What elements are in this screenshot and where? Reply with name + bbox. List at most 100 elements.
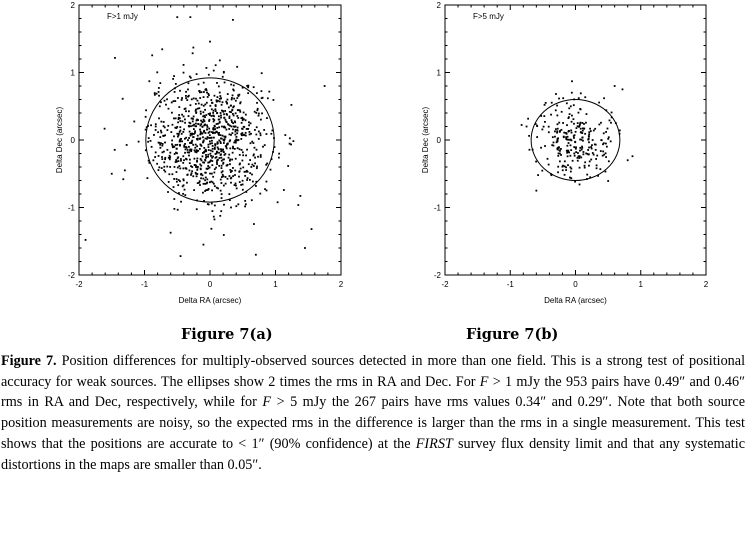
scatter-point: [167, 156, 170, 159]
scatter-point: [236, 147, 239, 150]
scatter-point: [173, 91, 176, 93]
scatter-point: [157, 87, 160, 89]
scatter-point: [557, 152, 560, 155]
scatter-point: [574, 141, 577, 144]
scatter-point: [195, 73, 198, 76]
scatter-point: [566, 135, 569, 138]
scatter-point: [164, 156, 167, 159]
scatter-point: [556, 123, 559, 126]
scatter-point: [263, 129, 266, 131]
scatter-point: [252, 142, 255, 144]
scatter-point: [544, 101, 547, 104]
scatter-point: [604, 170, 607, 173]
scatter-point: [234, 141, 237, 144]
scatter-point: [221, 173, 224, 176]
scatter-point: [219, 95, 222, 97]
scatter-point: [220, 103, 223, 106]
scatter-point: [153, 134, 155, 136]
scatter-point: [172, 77, 175, 80]
scatter-point: [187, 125, 190, 127]
scatter-point: [556, 127, 559, 130]
scatter-point: [190, 142, 193, 144]
scatter-point: [221, 170, 224, 173]
scatter-point: [168, 154, 171, 157]
scatter-point: [192, 118, 194, 120]
scatter-point: [195, 172, 198, 175]
scatter-point: [188, 154, 190, 157]
scatter-point: [215, 152, 218, 155]
scatter-point: [233, 120, 236, 123]
scatter-point: [163, 99, 166, 102]
scatter-point: [265, 133, 268, 135]
scatter-point: [167, 107, 170, 110]
scatter-point: [219, 154, 222, 156]
scatter-point: [224, 135, 227, 138]
scatter-point: [253, 223, 255, 225]
scatter-point: [166, 165, 169, 168]
scatter-point: [229, 104, 232, 107]
scatter-point: [246, 179, 249, 181]
scatter-point: [199, 124, 202, 127]
scatter-point: [229, 163, 231, 166]
scatter-point: [574, 147, 577, 150]
scatter-point: [567, 117, 570, 120]
scatter-point: [193, 133, 195, 135]
scatter-point: [596, 154, 599, 157]
scatter-point: [238, 148, 241, 151]
scatter-point: [242, 166, 245, 169]
scatter-point: [189, 132, 192, 135]
scatter-point: [218, 118, 221, 121]
scatter-point: [556, 146, 559, 149]
scatter-point: [248, 133, 251, 136]
scatter-point: [204, 190, 207, 192]
scatter-point: [582, 151, 585, 153]
scatter-point: [196, 157, 199, 160]
scatter-point: [220, 114, 222, 117]
scatter-point: [214, 108, 217, 111]
scatter-point: [190, 150, 193, 153]
scatter-point: [528, 134, 531, 137]
scatter-point: [179, 129, 182, 132]
scatter-point: [208, 118, 211, 121]
scatter-point: [232, 89, 235, 92]
scatter-point: [587, 138, 590, 141]
scatter-point: [205, 155, 208, 158]
scatter-point: [255, 185, 257, 187]
scatter-point: [220, 97, 222, 99]
scatter-point: [194, 171, 197, 174]
scatter-point: [288, 142, 291, 145]
scatter-point: [259, 154, 262, 156]
scatter-point: [196, 168, 199, 171]
scatter-point: [183, 128, 185, 131]
plot-frame: [78, 4, 342, 276]
scatter-point: [206, 181, 209, 184]
scatter-point: [559, 129, 561, 132]
scatter-panel-a: -2 -1 0 1 2 -2 -1 0 1 2 Delta RA (arcsec) Delta Dec…: [55, 1, 344, 305]
scatter-point: [179, 255, 182, 257]
x-axis-label: Delta RA (arcsec): [179, 296, 242, 305]
scatter-point: [208, 181, 211, 184]
scatter-point: [567, 164, 569, 167]
caption-label: Figure 7.: [1, 353, 57, 369]
scatter-point: [196, 165, 199, 168]
scatter-point: [208, 94, 210, 97]
scatter-point: [260, 97, 263, 100]
scatter-point: [182, 192, 185, 195]
scatter-point: [259, 132, 262, 135]
scatter-point: [159, 82, 162, 85]
scatter-point: [310, 228, 313, 230]
scatter-point: [182, 178, 185, 181]
scatter-point: [575, 146, 577, 149]
scatter-point: [233, 147, 236, 150]
scatter-point: [217, 122, 219, 125]
scatter-point: [282, 189, 285, 191]
scatter-point: [164, 158, 166, 161]
scatter-point: [237, 139, 240, 141]
scatter-point: [149, 139, 152, 142]
scatter-point: [188, 145, 190, 148]
scatter-point: [187, 115, 190, 117]
scatter-point: [569, 170, 572, 173]
scatter-point: [566, 151, 569, 154]
scatter-point: [588, 133, 591, 136]
scatter-point: [573, 154, 576, 157]
